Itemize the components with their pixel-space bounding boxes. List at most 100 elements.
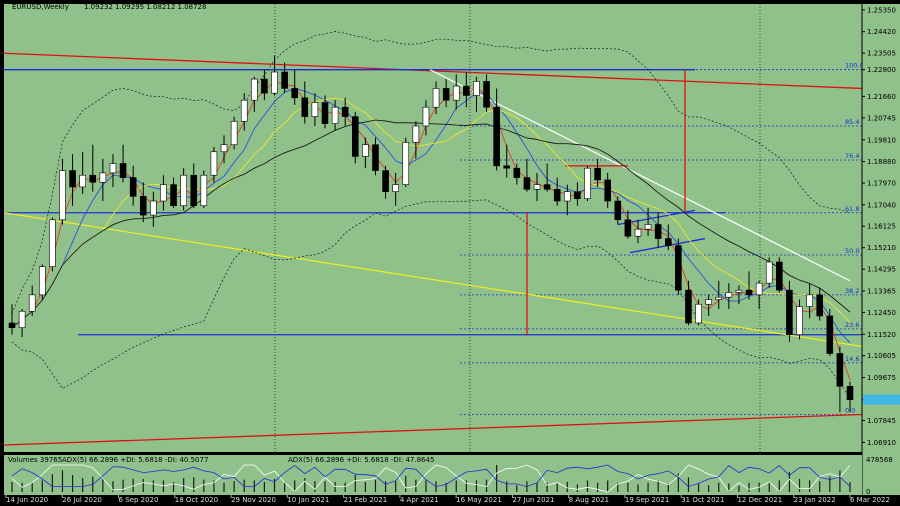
candle-body	[634, 228, 642, 237]
bollinger-upper	[11, 31, 851, 314]
candle-body	[170, 184, 177, 207]
adx-label: ADX(5) 66.2896 +DI: 5.6818 -DI: 40.5077	[62, 456, 208, 464]
fib-level-label: 85.4	[845, 118, 859, 126]
ma-blue	[11, 87, 851, 344]
candle-body	[190, 174, 198, 207]
candle-body	[341, 106, 349, 117]
candle-body	[351, 116, 359, 157]
candle-body	[654, 224, 662, 239]
y-tick-label: 1.13365	[867, 287, 896, 295]
chart-header-ohlc: 1.09232 1.09295 1.08212 1.08728	[84, 3, 206, 11]
fib-level-label: 100.0	[845, 62, 864, 70]
fib-level-label: 14.6	[845, 355, 859, 363]
candle-body	[614, 200, 622, 221]
y-tick-label: 1.07845	[867, 417, 896, 425]
y-tick-label: 1.17040	[867, 201, 896, 209]
candle-body	[826, 315, 834, 354]
candle-body	[725, 292, 733, 298]
candle-body	[79, 174, 86, 188]
candle-body	[816, 294, 824, 317]
candle-body	[705, 299, 712, 305]
x-tick-label: 23 Jan 2022	[794, 496, 836, 504]
x-tick-label: 26 Jul 2020	[62, 496, 102, 504]
price-axis: 1.25350 1.24420 1.23505 1.22800 1.21660 1.207…	[861, 4, 900, 495]
candle-body	[59, 170, 66, 221]
current-price-marker	[863, 394, 900, 405]
x-tick-label: 4 Apr 2021	[400, 496, 439, 504]
candle-body	[301, 97, 309, 117]
y-tick-label: 1.24420	[867, 28, 896, 36]
candle-body	[311, 102, 319, 117]
indicator-zero-label: 0	[866, 488, 870, 496]
x-tick-label: 21 Feb 2021	[344, 496, 388, 504]
candle-body	[129, 177, 137, 197]
candle-body	[251, 78, 258, 101]
candle-body	[483, 81, 490, 108]
candle-body	[543, 184, 551, 190]
candle-body	[220, 144, 228, 153]
candle-body	[715, 296, 723, 300]
candle-body	[28, 294, 36, 312]
candle-body	[584, 167, 591, 199]
axis-background	[862, 4, 900, 495]
y-tick-label: 1.20745	[867, 114, 896, 122]
candle-body	[210, 151, 218, 176]
y-tick-label: 1.18880	[867, 158, 896, 166]
candle-body	[463, 85, 470, 96]
candle-body	[664, 238, 672, 246]
candle-body	[685, 289, 692, 324]
candle-body	[574, 191, 581, 199]
fib-level-label: 76.4	[845, 152, 859, 160]
candle-body	[735, 289, 743, 293]
candle-body	[533, 184, 541, 190]
candle-body	[523, 177, 531, 190]
ma-yellow	[11, 97, 851, 329]
candle-body	[513, 167, 521, 178]
price-plot-background	[4, 4, 862, 452]
candle-body	[564, 191, 571, 202]
candle-body	[503, 165, 511, 169]
x-tick-label: 16 May 2021	[456, 496, 502, 504]
candle-body	[473, 81, 480, 96]
adx-volume-panel	[4, 455, 862, 495]
candle-body	[493, 106, 500, 167]
y-tick-label: 1.25350	[867, 6, 896, 14]
x-tick-label: 29 Nov 2020	[231, 496, 276, 504]
x-tick-label: 10 Jan 2021	[287, 496, 329, 504]
candle-body	[372, 144, 379, 171]
candle-body	[745, 289, 753, 296]
candle-body	[402, 142, 410, 185]
y-tick-label: 1.12450	[867, 309, 896, 317]
white-trend-line	[429, 69, 851, 282]
candle-body	[89, 174, 97, 183]
fib-level-label: 38.2	[845, 287, 859, 295]
y-tick-label: 1.15210	[867, 244, 896, 252]
fib-level-label: 23.6	[845, 321, 859, 329]
candle-body	[281, 71, 288, 89]
x-tick-label: 19 Sep 2021	[625, 496, 669, 504]
candle-body	[765, 261, 773, 284]
candle-body	[49, 219, 56, 268]
candle-body	[412, 125, 420, 143]
candle-body	[695, 303, 702, 324]
x-tick-label: 8 Aug 2021	[569, 496, 609, 504]
fib-level-label: 50.0	[845, 247, 859, 255]
indicator-max-label: 478568	[866, 456, 893, 464]
y-tick-label: 1.22800	[867, 66, 896, 74]
y-tick-label: 1.09675	[867, 374, 896, 382]
fib-level-label: 61.8	[845, 205, 859, 213]
candle-body	[240, 99, 248, 122]
candle-body	[362, 144, 369, 157]
adx-line	[11, 464, 851, 493]
support-trend-line	[3, 413, 863, 446]
candle-body	[806, 294, 813, 307]
candle-body	[776, 261, 783, 291]
candle-body	[644, 224, 652, 230]
y-tick-label: 1.06910	[867, 439, 896, 447]
chart-header-symbol: EURUSD,Weekly	[12, 3, 69, 11]
candle-body	[432, 88, 440, 108]
candle-body	[836, 353, 844, 387]
candle-body	[271, 71, 278, 94]
y-tick-label: 1.10605	[867, 352, 896, 360]
